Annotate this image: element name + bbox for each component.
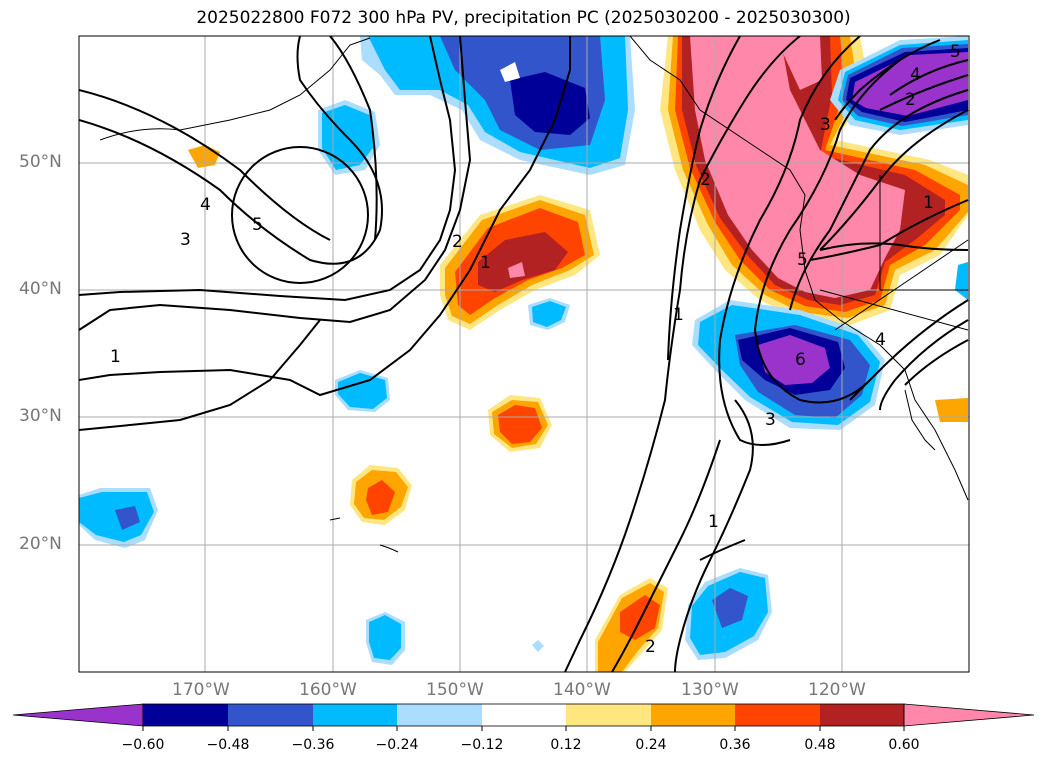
colorbar-extend-high bbox=[903, 703, 1035, 727]
precip-shading bbox=[79, 36, 968, 672]
lat-label: 40°N bbox=[19, 279, 62, 299]
colorbar-bin bbox=[397, 704, 482, 726]
colorbar-tick: −0.24 bbox=[375, 737, 419, 753]
contour-label: 4 bbox=[200, 195, 211, 215]
lat-label: 50°N bbox=[19, 152, 62, 172]
colorbar-tick: −0.36 bbox=[291, 737, 335, 753]
lon-label: 140°W bbox=[553, 680, 611, 700]
colorbar-tick: −0.12 bbox=[460, 737, 504, 753]
lon-label: 170°W bbox=[172, 680, 230, 700]
pv-contours bbox=[79, 36, 969, 672]
lon-label: 130°W bbox=[681, 680, 739, 700]
colorbar-tick: −0.48 bbox=[206, 737, 250, 753]
colorbar-bin bbox=[820, 704, 904, 726]
contour-label: 5 bbox=[252, 215, 263, 235]
lon-label: 120°W bbox=[808, 680, 866, 700]
colorbar-extend-low bbox=[12, 703, 144, 727]
colorbar bbox=[12, 703, 1035, 731]
contour-label: 1 bbox=[110, 347, 121, 367]
lon-label: 160°W bbox=[299, 680, 357, 700]
colorbar-bin bbox=[735, 704, 820, 726]
contour-label: 1 bbox=[480, 253, 491, 273]
contour-label: 2 bbox=[645, 637, 656, 657]
contour-label: 1 bbox=[708, 512, 719, 532]
contour-label: 1 bbox=[923, 193, 934, 213]
contour-label: 2 bbox=[700, 170, 711, 190]
colorbar-tick: 0.36 bbox=[719, 737, 751, 753]
colorbar-bin bbox=[228, 704, 313, 726]
colorbar-bin bbox=[566, 704, 651, 726]
colorbar-bin bbox=[143, 704, 228, 726]
lat-label: 30°N bbox=[19, 406, 62, 426]
contour-label: 2 bbox=[452, 232, 463, 252]
colorbar-tick: 0.24 bbox=[635, 737, 667, 753]
colorbar-bin bbox=[482, 704, 566, 726]
lon-label: 150°W bbox=[426, 680, 484, 700]
contour-label: 3 bbox=[765, 410, 776, 430]
contour-label: 5 bbox=[950, 42, 961, 62]
contour-label: 6 bbox=[795, 350, 806, 370]
map-gridlines bbox=[79, 36, 969, 672]
map-frame bbox=[78, 35, 970, 673]
contour-labels: 1 1 2 3 4 5 1 2 1 2 3 6 5 4 1 2 3 4 5 bbox=[110, 42, 961, 657]
colorbar-tick: 0.48 bbox=[804, 737, 836, 753]
colorbar-tick: 0.60 bbox=[888, 737, 920, 753]
contour-label: 4 bbox=[875, 330, 886, 350]
map-title: 2025022800 F072 300 hPa PV, precipitatio… bbox=[196, 8, 851, 28]
contour-label: 3 bbox=[820, 115, 831, 135]
lat-label: 20°N bbox=[19, 534, 62, 554]
coastlines bbox=[99, 36, 969, 553]
contour-label: 1 bbox=[673, 305, 684, 325]
contour-label: 4 bbox=[910, 65, 921, 85]
colorbar-bin bbox=[313, 704, 397, 726]
colorbar-tick: −0.60 bbox=[121, 737, 165, 753]
colorbar-tick: 0.12 bbox=[550, 737, 582, 753]
map-plot-area: 1 1 2 3 4 5 1 2 1 2 3 6 5 4 1 2 3 4 5 bbox=[79, 36, 969, 672]
contour-label: 3 bbox=[180, 230, 191, 250]
contour-label: 2 bbox=[905, 90, 916, 110]
contour-label: 5 bbox=[797, 250, 808, 270]
colorbar-bin bbox=[651, 704, 735, 726]
